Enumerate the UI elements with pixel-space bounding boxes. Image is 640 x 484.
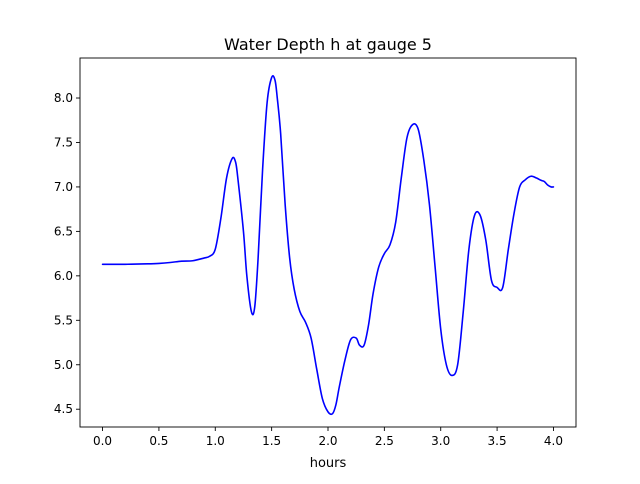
x-tick-label: 4.0 [544, 434, 563, 448]
x-tick-label: 2.0 [318, 434, 337, 448]
x-tick-label: 0.0 [93, 434, 112, 448]
series-line-0 [101, 75, 555, 416]
plot-area [101, 75, 555, 416]
y-tick-label: 7.5 [54, 135, 73, 149]
y-tick-label: 6.0 [54, 269, 73, 283]
y-tick-label: 5.5 [54, 313, 73, 327]
x-tick-label: 1.0 [206, 434, 225, 448]
x-tick-label: 2.5 [375, 434, 394, 448]
x-tick-label: 0.5 [149, 434, 168, 448]
y-tick-label: 8.0 [54, 91, 73, 105]
y-tick-label: 7.0 [54, 180, 73, 194]
axes: 0.0 0.5 1.0 1.5 2.0 2.5 3.0 3.5 4.0 4.5 5.0 5.5 6.0 6… [54, 57, 577, 448]
chart-title: Water Depth h at gauge 5 [224, 35, 432, 54]
y-tick-label: 5.0 [54, 358, 73, 372]
x-tick-label: 1.5 [262, 434, 281, 448]
x-tick-label: 3.0 [431, 434, 450, 448]
y-tick-label: 6.5 [54, 224, 73, 238]
x-axis-label: hours [310, 456, 347, 471]
y-tick-label: 4.5 [54, 402, 73, 416]
x-tick-label: 3.5 [488, 434, 507, 448]
